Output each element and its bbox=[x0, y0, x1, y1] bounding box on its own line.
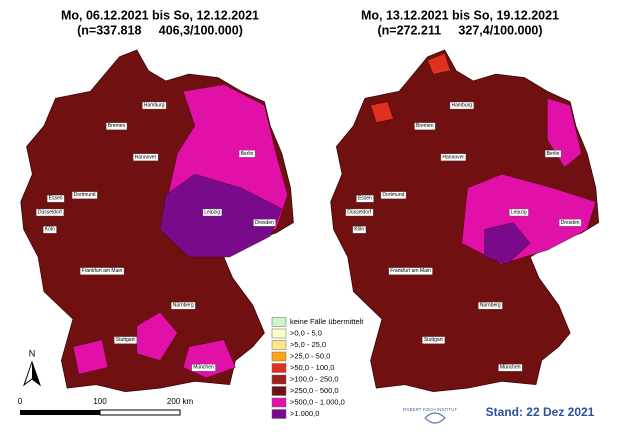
legend-swatch bbox=[271, 351, 287, 362]
city-label-box bbox=[498, 364, 523, 372]
city-label: Köln bbox=[45, 227, 55, 233]
legend-label: >500,0 - 1.000,0 bbox=[290, 397, 345, 406]
north-label: N bbox=[29, 348, 36, 358]
city-label-box bbox=[36, 208, 65, 217]
city-label: Frankfurt am Main bbox=[82, 268, 123, 274]
city-label-box bbox=[171, 301, 196, 310]
city-label-box bbox=[106, 122, 128, 130]
city-label: Dortmund bbox=[382, 192, 404, 198]
city-label-box bbox=[43, 226, 57, 234]
city-label: Berlin bbox=[547, 151, 560, 157]
germany-map: Hamburg Bremen Hannover Berlin Essen Dortmund… bbox=[330, 49, 600, 393]
city-label: Nürnberg bbox=[173, 303, 194, 309]
legend-label: >50,0 - 100,0 bbox=[290, 363, 334, 372]
germany-map: Hamburg Bremen Hannover Berlin Essen Dortmund… bbox=[20, 49, 294, 393]
city-label: Dresden bbox=[255, 220, 274, 226]
city-label: Stuttgart bbox=[116, 337, 136, 343]
scale-label: 0 bbox=[18, 397, 23, 406]
city-label-box bbox=[71, 191, 98, 199]
city-label: Nürnberg bbox=[480, 303, 501, 309]
map-title: Mo, 13.12.2021 bis So, 19.12.2021 bbox=[361, 8, 559, 22]
city-label-box bbox=[478, 301, 503, 310]
city-label-box bbox=[133, 153, 159, 161]
legend-swatch bbox=[271, 317, 287, 327]
city-label: Hamburg bbox=[144, 103, 165, 109]
map-subtitle: (n=272.211 327,4/100.000) bbox=[377, 23, 542, 37]
incidence-area bbox=[484, 222, 531, 265]
city-label: Essen bbox=[358, 196, 372, 202]
legend-label: >5,0 - 25,0 bbox=[290, 340, 326, 349]
city-label-box bbox=[202, 208, 222, 217]
city-label: Düsseldorf bbox=[347, 209, 372, 215]
incidence-area bbox=[427, 53, 451, 75]
city-label: Stuttgart bbox=[424, 337, 444, 343]
city-label-box bbox=[191, 364, 216, 372]
city-label: Köln bbox=[354, 227, 364, 233]
legend-label: keine Fälle übermittelt bbox=[290, 317, 364, 326]
legend-swatch bbox=[271, 397, 287, 408]
city-label: Hannover bbox=[442, 154, 464, 160]
city-label-box bbox=[449, 101, 474, 110]
city-label: Frankfurt am Main bbox=[390, 268, 431, 274]
city-label-box bbox=[345, 208, 374, 217]
city-label-box bbox=[352, 226, 367, 234]
map-title: Mo, 06.12.2021 bis So, 12.12.2021 bbox=[61, 8, 259, 22]
city-label: Berlin bbox=[241, 151, 254, 157]
city-label-box bbox=[46, 195, 65, 203]
scale-label: 200 km bbox=[167, 397, 194, 406]
city-label: Leipzig bbox=[204, 209, 220, 215]
incidence-area bbox=[136, 311, 178, 361]
logo-text: ROBERT KOCH INSTITUT bbox=[403, 407, 458, 412]
city-label: Dresden bbox=[561, 220, 580, 226]
legend-label: >250,0 - 500,0 bbox=[290, 386, 339, 395]
city-label-box bbox=[558, 219, 582, 227]
city-label: Hamburg bbox=[452, 103, 473, 109]
logo-mark bbox=[424, 412, 446, 424]
city-label-box bbox=[388, 267, 433, 275]
city-label-box bbox=[80, 267, 125, 275]
city-label: München bbox=[500, 365, 521, 371]
city-label-box bbox=[422, 336, 446, 344]
incidence-area bbox=[370, 101, 394, 123]
legend-swatch bbox=[271, 328, 287, 339]
city-label-box bbox=[142, 101, 167, 110]
city-label: Hannover bbox=[135, 154, 157, 160]
city-label-box bbox=[238, 150, 256, 158]
scale-label: 100 bbox=[93, 397, 107, 406]
city-label: Dortmund bbox=[74, 192, 96, 198]
incidence-area bbox=[72, 339, 109, 375]
stand-date: Stand: 22 Dez 2021 bbox=[486, 405, 595, 419]
north-arrow: N bbox=[22, 348, 42, 387]
city-label: Bremen bbox=[108, 123, 126, 129]
city-label-box bbox=[544, 150, 562, 158]
city-label: Düsseldorf bbox=[38, 209, 63, 215]
city-label: Essen bbox=[49, 196, 63, 202]
legend-label: >100,0 - 250,0 bbox=[290, 374, 339, 383]
city-label-box bbox=[414, 122, 436, 130]
city-label: Bremen bbox=[416, 123, 434, 129]
legend-swatch bbox=[271, 386, 287, 396]
city-label-box bbox=[253, 219, 276, 227]
map-subtitle: (n=337.818 406,3/100.000) bbox=[77, 23, 243, 37]
legend-label: >0,0 - 5,0 bbox=[290, 328, 322, 337]
legend-label: >25,0 - 50,0 bbox=[290, 351, 330, 360]
city-label: München bbox=[193, 365, 214, 371]
legend-swatch bbox=[271, 409, 287, 419]
scale-bar: 0 100 200 km bbox=[18, 397, 194, 416]
city-label-box bbox=[114, 336, 137, 344]
legend-swatch bbox=[271, 363, 287, 373]
legend-swatch bbox=[271, 340, 287, 350]
city-label-box bbox=[509, 208, 529, 217]
city-label-box bbox=[440, 153, 467, 161]
legend-label: >1.000,0 bbox=[290, 409, 319, 418]
incidence-area bbox=[547, 98, 582, 168]
legend-swatch bbox=[271, 374, 287, 385]
city-label: Leipzig bbox=[511, 209, 527, 215]
city-label-box bbox=[356, 195, 374, 203]
city-label-box bbox=[380, 191, 407, 199]
